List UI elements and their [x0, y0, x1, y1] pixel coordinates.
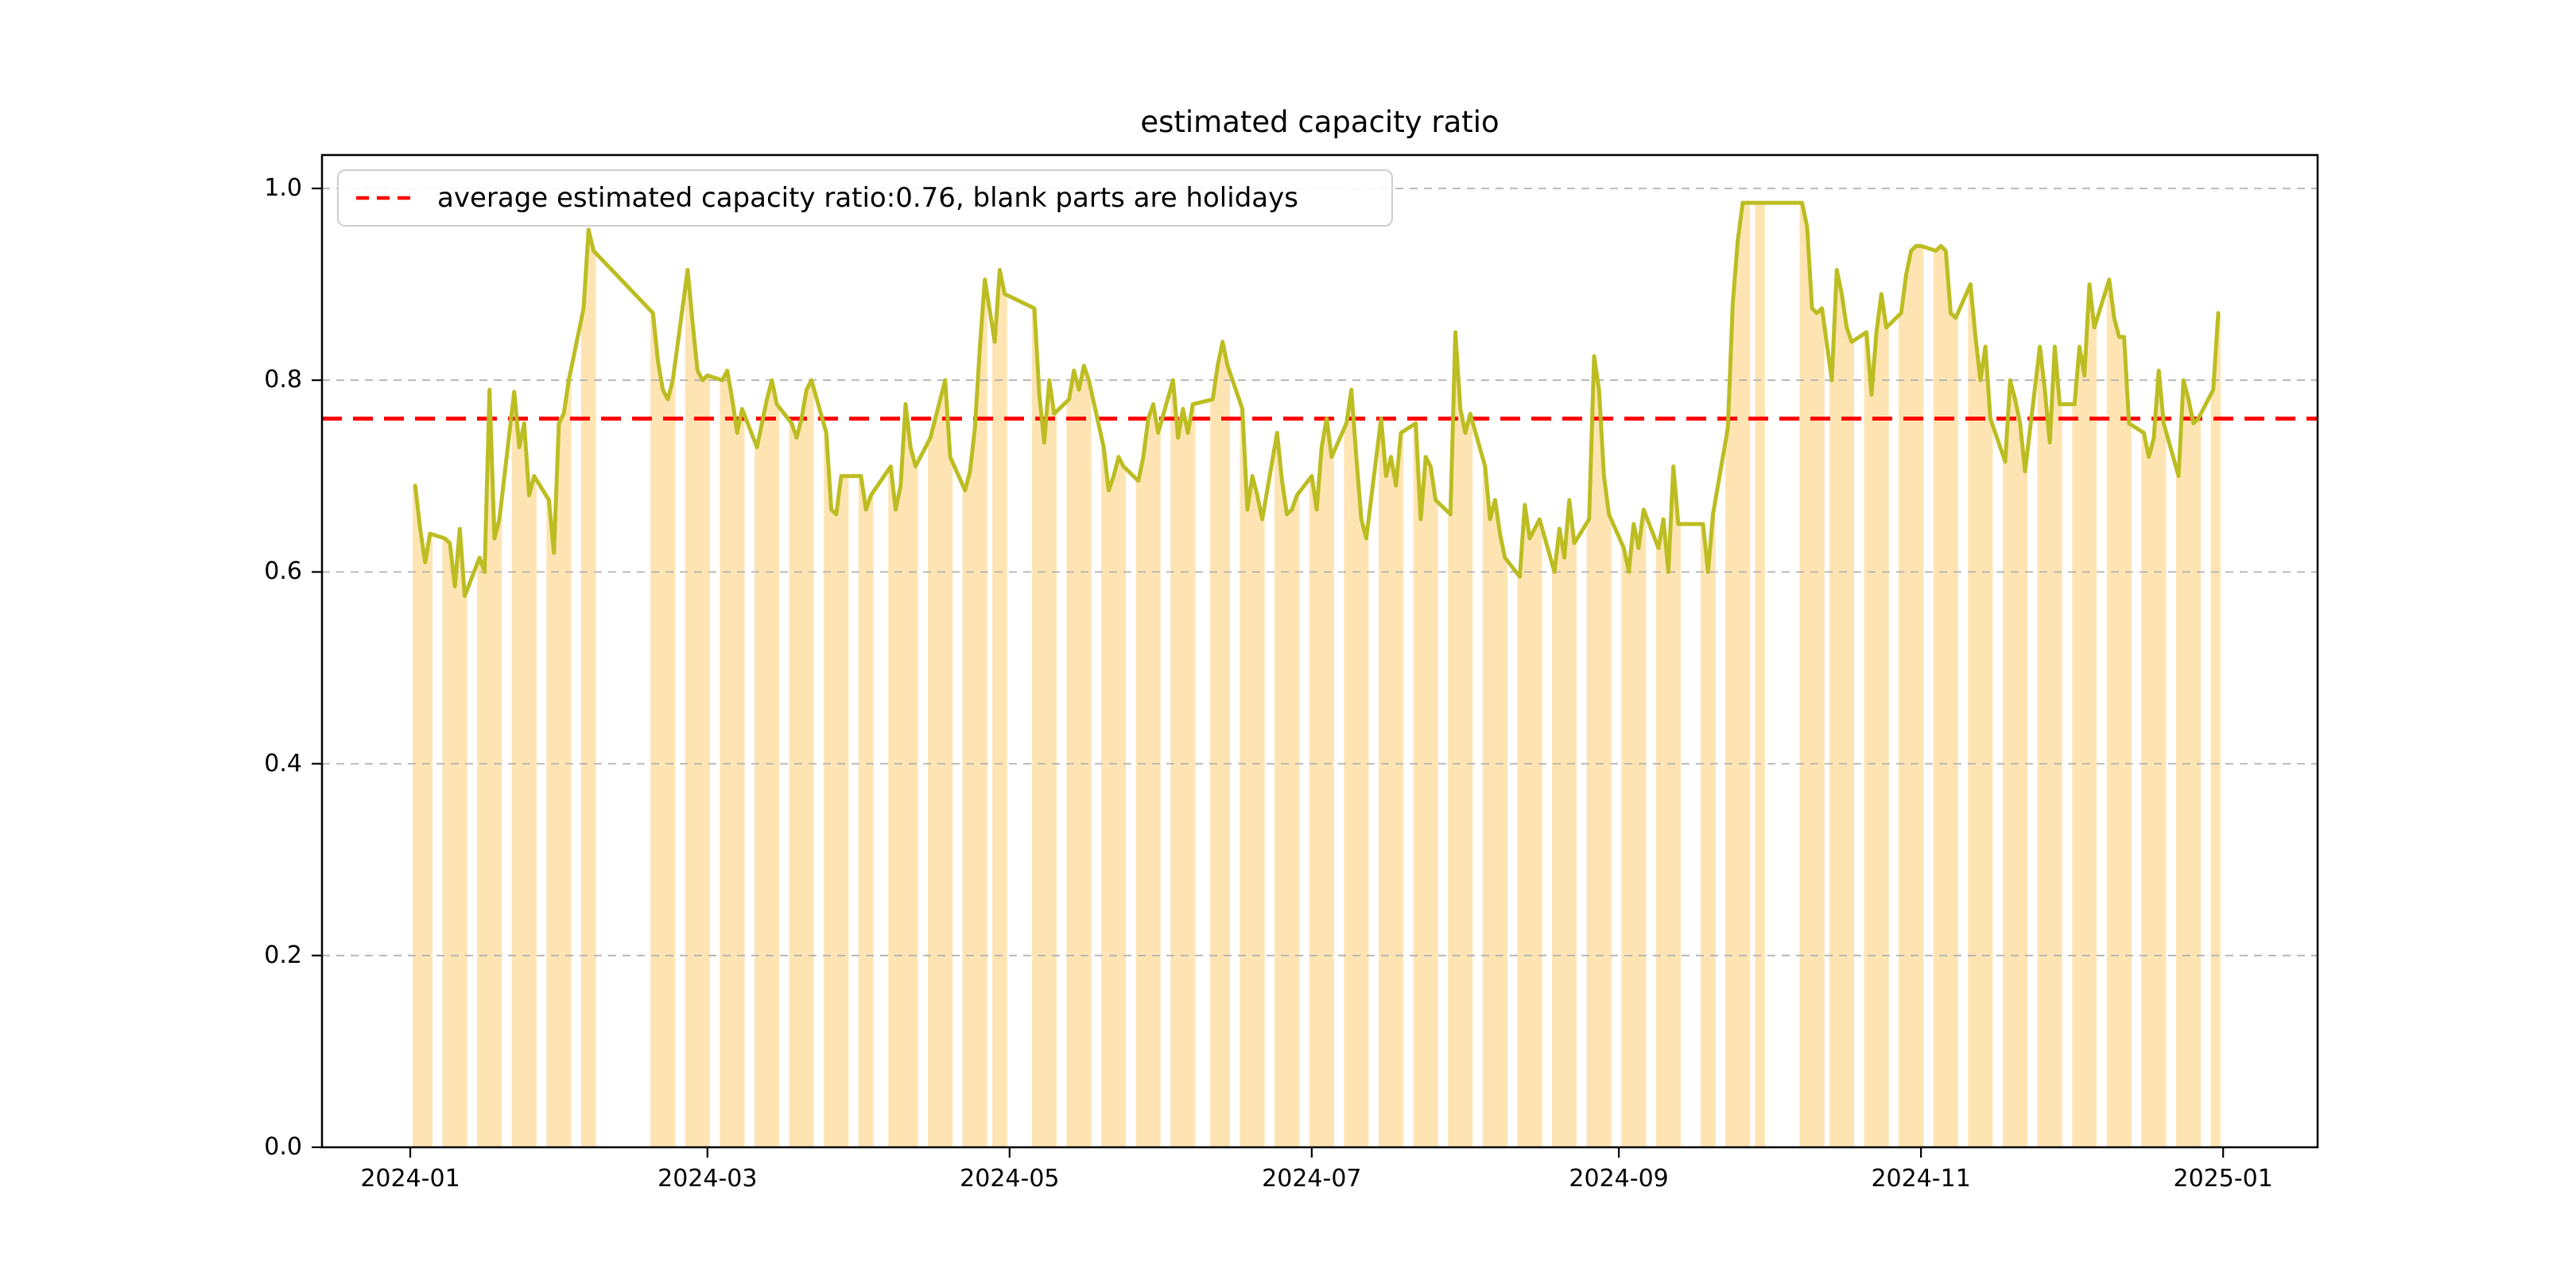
y-tick-label: 0.8 — [264, 366, 302, 394]
workday-area-bands — [413, 203, 2221, 1148]
workday-band — [1031, 308, 1057, 1147]
workday-band — [2106, 279, 2132, 1148]
workday-band — [1344, 390, 1369, 1147]
workday-band — [1799, 203, 1825, 1148]
workday-band — [720, 370, 745, 1148]
workday-band — [1700, 514, 1716, 1147]
workday-band — [1101, 447, 1127, 1147]
workday-band — [580, 229, 596, 1147]
y-tick-label: 0.2 — [264, 941, 302, 969]
workday-band — [1725, 203, 1751, 1148]
workday-band — [1621, 510, 1647, 1147]
legend-label: average estimated capacity ratio:0.76, b… — [437, 182, 1298, 214]
workday-band — [2210, 312, 2221, 1147]
workday-band — [2072, 284, 2097, 1148]
workday-band — [1413, 423, 1438, 1147]
workday-band — [1379, 418, 1404, 1147]
workday-band — [1586, 356, 1612, 1148]
x-tick-label: 2024-03 — [658, 1165, 758, 1193]
workday-band — [1655, 466, 1681, 1147]
tick-marks — [312, 187, 2225, 1158]
workday-band — [1829, 270, 1854, 1147]
y-tick-label: 0.6 — [264, 557, 302, 586]
workday-band — [442, 529, 467, 1147]
y-tick-label: 1.0 — [264, 174, 302, 202]
workday-band — [1899, 246, 1924, 1147]
x-tick-label: 2025-01 — [2173, 1165, 2273, 1193]
workday-band — [1135, 404, 1161, 1147]
y-tick-label: 0.0 — [264, 1133, 302, 1161]
workday-band — [1933, 246, 1958, 1147]
axes-spines — [320, 153, 2319, 1149]
workday-band — [1552, 499, 1577, 1147]
workday-band — [2037, 347, 2062, 1147]
workday-band — [888, 404, 918, 1147]
workday-band — [992, 270, 1007, 1147]
workday-band — [1448, 332, 1473, 1147]
legend-dashed-line-icon — [356, 196, 417, 200]
y-tick-label: 0.4 — [264, 749, 302, 778]
legend: average estimated capacity ratio:0.76, b… — [337, 169, 1393, 227]
workday-band — [824, 433, 849, 1147]
workday-band — [685, 270, 710, 1147]
workday-band — [1755, 203, 1765, 1148]
workday-band — [1309, 418, 1334, 1147]
workday-band — [1517, 505, 1542, 1147]
x-tick-label: 2024-07 — [1262, 1165, 1362, 1193]
workday-band — [413, 485, 433, 1147]
workday-band — [511, 391, 537, 1147]
x-tick-label: 2024-05 — [960, 1165, 1060, 1193]
x-tick-label: 2024-01 — [360, 1165, 460, 1193]
workday-band — [477, 390, 502, 1147]
workday-band — [1210, 342, 1231, 1147]
x-tick-label: 2024-11 — [1871, 1165, 1971, 1193]
capacity-ratio-line — [413, 200, 2221, 599]
workday-band — [858, 475, 874, 1147]
workday-band — [2141, 370, 2167, 1148]
workday-band — [1864, 293, 1889, 1148]
workday-band — [1240, 409, 1265, 1147]
workday-band — [1066, 366, 1092, 1148]
workday-band — [962, 279, 987, 1148]
workday-band — [1274, 433, 1300, 1147]
workday-band — [1968, 284, 1993, 1148]
workday-band — [1482, 466, 1507, 1147]
chart-title: estimated capacity ratio — [1140, 105, 1499, 139]
x-tick-label: 2024-09 — [1569, 1165, 1669, 1193]
workday-band — [650, 312, 676, 1147]
